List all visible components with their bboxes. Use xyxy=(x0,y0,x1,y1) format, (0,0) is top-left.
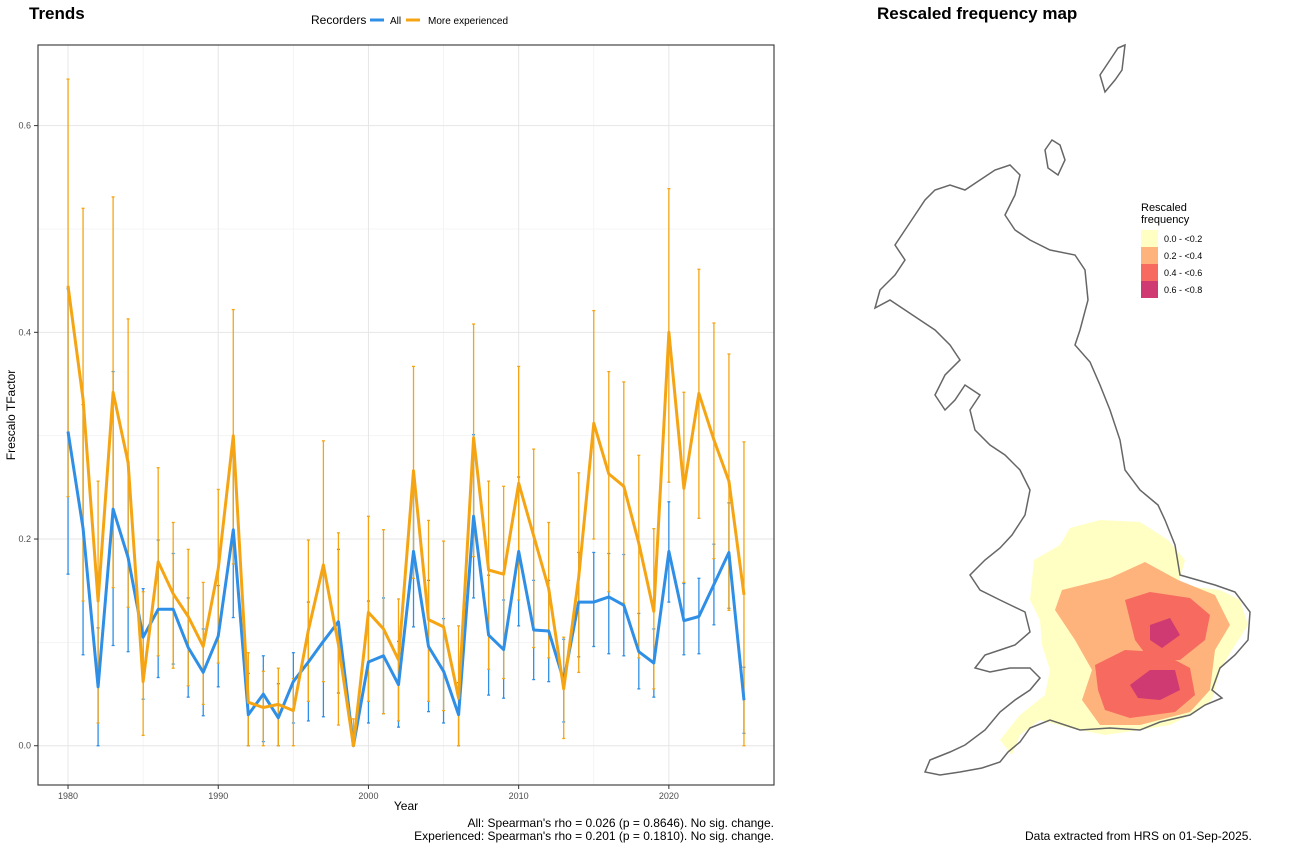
x-tick-label: 1990 xyxy=(208,791,228,801)
map-legend-swatch xyxy=(1141,230,1158,247)
data-layer xyxy=(66,78,746,748)
map-legend-label: 0.4 - <0.6 xyxy=(1164,267,1203,278)
legend-title: Recorders xyxy=(311,13,366,27)
map-title: Rescaled frequency map xyxy=(877,4,1078,23)
map-legend: Rescaled frequency 0.0 - <0.2 0.2 - <0.4 0… xyxy=(1141,202,1261,298)
map-legend-title: Rescaled frequency xyxy=(1141,202,1261,226)
trend-line-more-experienced xyxy=(66,285,746,748)
trend-chart: Recorders All More experienced 0.0 0.2 0.4… xyxy=(4,13,775,813)
freq-band-0.4-0.6 xyxy=(1095,592,1210,718)
map-legend-label: 0.2 - <0.4 xyxy=(1164,250,1203,261)
stats-experienced: Experienced: Spearman's rho = 0.201 (p =… xyxy=(414,829,774,843)
frequency-shading xyxy=(1000,520,1248,755)
axes: 0.0 0.2 0.4 0.6 1980 1990 2000 2010 2020 xyxy=(18,121,678,801)
y-tick-label: 0.6 xyxy=(18,121,31,131)
map-legend-swatch xyxy=(1141,247,1158,264)
trends-title: Trends xyxy=(29,4,85,23)
map-legend-item: 0.4 - <0.6 xyxy=(1141,264,1261,281)
x-axis-label: Year xyxy=(394,799,418,813)
x-tick-label: 1980 xyxy=(58,791,78,801)
trend-line-all xyxy=(66,431,746,748)
x-tick-label: 2020 xyxy=(659,791,679,801)
map-legend-swatch xyxy=(1141,281,1158,298)
series-more-experienced xyxy=(66,78,746,747)
map-legend-title-line2: frequency xyxy=(1141,214,1190,226)
map-legend-label: 0.0 - <0.2 xyxy=(1164,233,1203,244)
y-axis-label: Frescalo TFactor xyxy=(4,370,18,460)
y-tick-label: 0.2 xyxy=(18,534,31,544)
freq-band-0.6-0.8 xyxy=(1130,618,1180,700)
coastline-outline xyxy=(873,43,1251,776)
map-legend-item: 0.0 - <0.2 xyxy=(1141,230,1261,247)
map-legend-label: 0.6 - <0.8 xyxy=(1164,284,1203,295)
legend-all-label: All xyxy=(390,16,401,27)
stats-all: All: Spearman's rho = 0.026 (p = 0.8646)… xyxy=(467,816,774,830)
y-tick-label: 0.4 xyxy=(18,327,31,337)
series-all xyxy=(66,288,746,747)
map-legend-items: 0.0 - <0.2 0.2 - <0.4 0.4 - <0.6 0.6 - <0.8 xyxy=(1141,230,1261,298)
map-legend-item: 0.6 - <0.8 xyxy=(1141,281,1261,298)
plot-border xyxy=(37,44,775,786)
data-source-note: Data extracted from HRS on 01-Sep-2025. xyxy=(1025,829,1252,843)
legend-experienced-label: More experienced xyxy=(428,16,508,27)
map-legend-swatch xyxy=(1141,264,1158,281)
x-tick-label: 2000 xyxy=(358,791,378,801)
frequency-map xyxy=(873,43,1251,776)
map-legend-title-line1: Rescaled xyxy=(1141,202,1187,214)
stats-note: All: Spearman's rho = 0.026 (p = 0.8646)… xyxy=(300,817,774,843)
chart-legend: Recorders All More experienced xyxy=(311,13,508,27)
y-tick-label: 0.0 xyxy=(18,741,31,751)
x-tick-label: 2010 xyxy=(509,791,529,801)
map-legend-item: 0.2 - <0.4 xyxy=(1141,247,1261,264)
